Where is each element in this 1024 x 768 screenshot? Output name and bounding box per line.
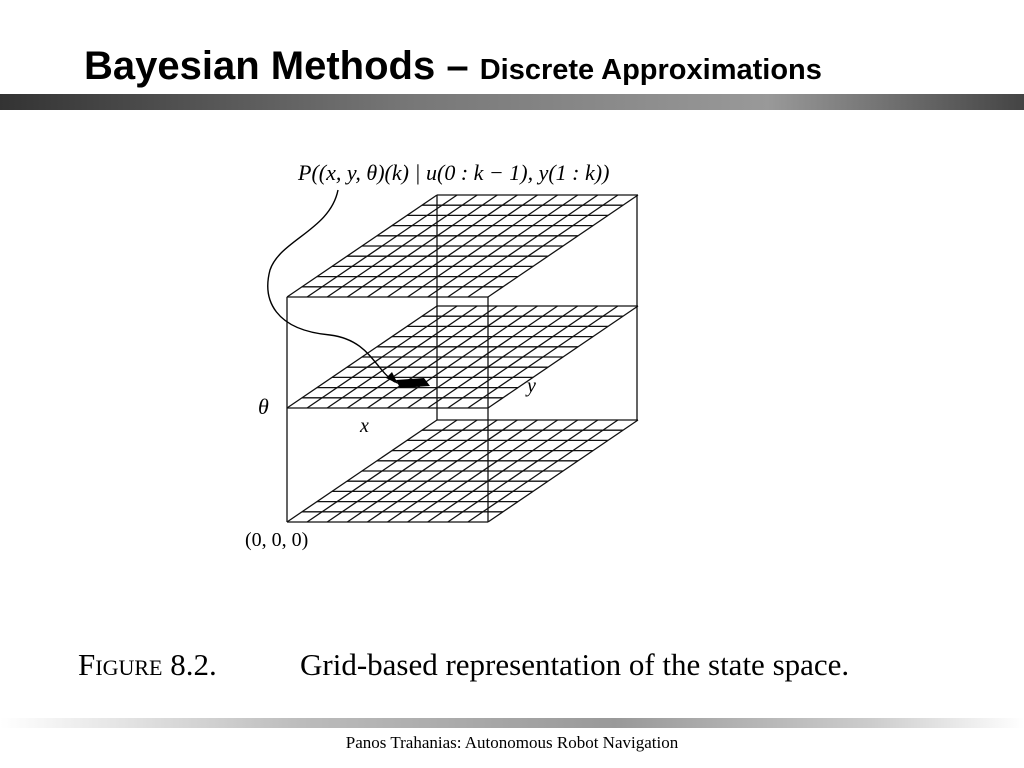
- title-sub: Discrete Approximations: [479, 54, 822, 86]
- pointer-arrow: [386, 372, 398, 384]
- footer-line: [0, 718, 1024, 728]
- caption-text: Grid-based representation of the state s…: [300, 647, 849, 682]
- footer: Panos Trahanias: Autonomous Robot Naviga…: [345, 733, 679, 752]
- title-main: Bayesian Methods –: [84, 44, 469, 88]
- x-label: x: [359, 415, 369, 437]
- grid-planes: [286, 194, 639, 523]
- formula: P((x, y, θ)(k) | u(0 : k − 1), y(1 : k)): [297, 160, 609, 185]
- slide-title: Bayesian Methods – Discrete Approximatio…: [84, 44, 822, 89]
- highlight-cell: [396, 378, 430, 388]
- theta-label: θ: [258, 394, 269, 419]
- pointer-curve: [267, 189, 396, 383]
- header-bar: [0, 94, 1024, 110]
- y-label: y: [525, 375, 536, 397]
- caption-number: Figure 8.2.: [78, 647, 217, 682]
- origin-label: (0, 0, 0): [245, 529, 308, 551]
